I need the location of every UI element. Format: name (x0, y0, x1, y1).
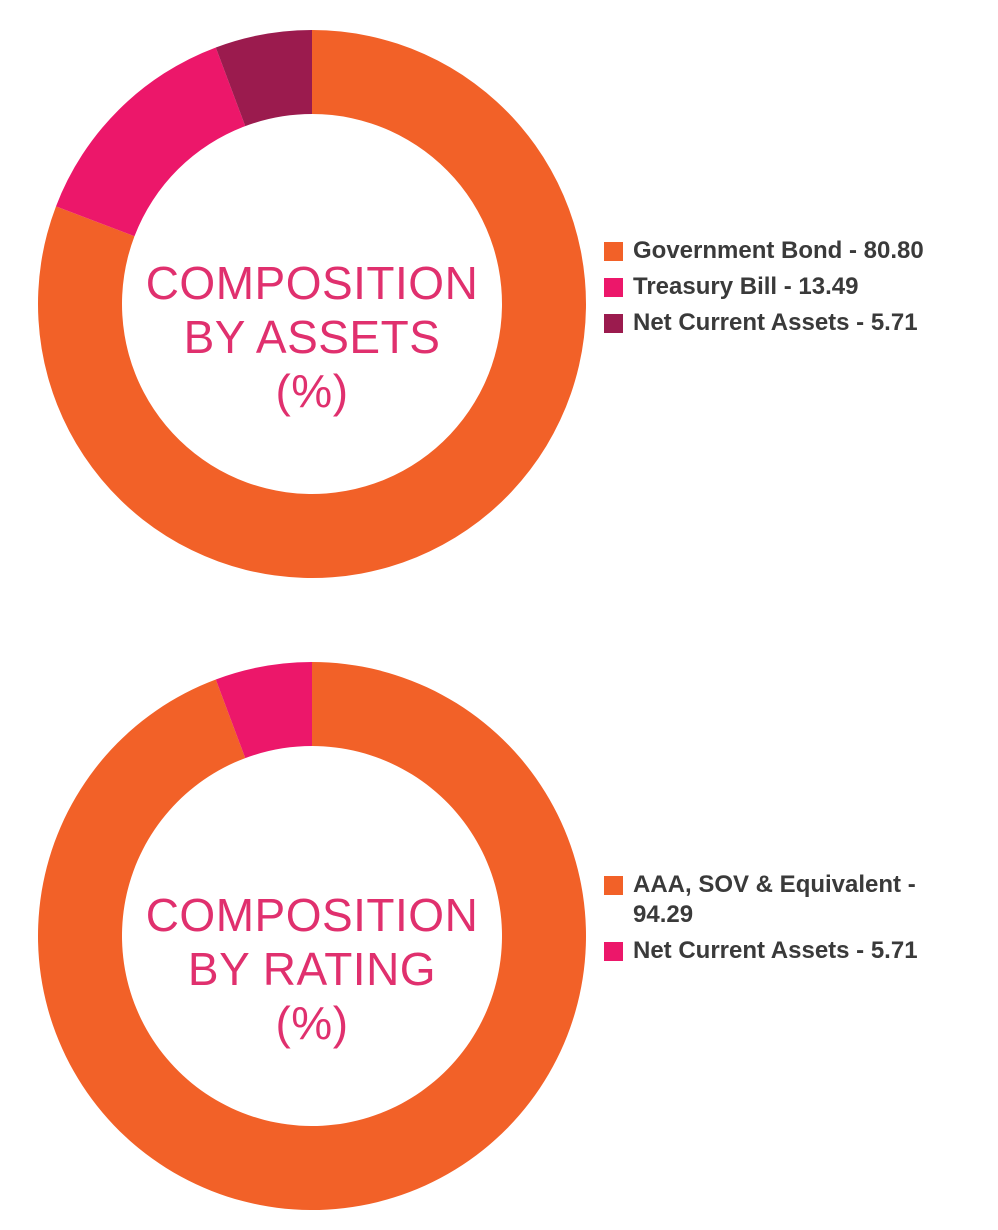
donut-slice-net-current-assets (215, 662, 312, 759)
rating-center-title-line-3: (%) (275, 997, 349, 1049)
donut-slice-net-current-assets (215, 30, 312, 127)
assets-center-title-line-1: COMPOSITION (145, 257, 479, 309)
rating-legend: AAA, SOV & Equivalent - 94.29 Net Curren… (604, 870, 984, 972)
legend-swatch (604, 314, 623, 333)
donut-slice-aaa-sov-equivalent (37, 662, 586, 1210)
assets-center-title-line-2: BY ASSETS (183, 311, 441, 363)
legend-label: Treasury Bill - 13.49 (633, 273, 859, 300)
legend-item-net-current-assets: Net Current Assets - 5.71 (604, 936, 984, 966)
donut-slice-treasury-bill (55, 47, 246, 237)
assets-center-title-line-3: (%) (275, 365, 349, 417)
legend-swatch (604, 876, 623, 895)
legend-item-government-bond: Government Bond - 80.80 (604, 236, 984, 266)
legend-label: Government Bond - 80.80 (633, 237, 924, 264)
legend-swatch (604, 942, 623, 961)
rating-center-title: COMPOSITION BY RATING (%) (112, 888, 512, 1050)
legend-swatch (604, 242, 623, 261)
assets-legend: Government Bond - 80.80 Treasury Bill - … (604, 236, 984, 344)
assets-center-title: COMPOSITION BY ASSETS (%) (112, 256, 512, 418)
rating-donut (37, 662, 586, 1210)
assets-donut (37, 30, 586, 578)
legend-swatch (604, 278, 623, 297)
legend-label: Net Current Assets - 5.71 (633, 937, 918, 964)
legend-label: Net Current Assets - 5.71 (633, 309, 918, 336)
rating-center-title-line-1: COMPOSITION (145, 889, 479, 941)
composition-by-rating-chart: COMPOSITION BY RATING (%) AAA, SOV & Equ… (0, 660, 998, 1220)
rating-center-title-line-2: BY RATING (187, 943, 437, 995)
composition-by-assets-chart: COMPOSITION BY ASSETS (%) Government Bon… (0, 28, 998, 588)
legend-label: AAA, SOV & Equivalent - 94.29 (633, 871, 916, 928)
legend-item-net-current-assets: Net Current Assets - 5.71 (604, 308, 984, 338)
donut-slice-government-bond (37, 30, 586, 578)
legend-item-treasury-bill: Treasury Bill - 13.49 (604, 272, 984, 302)
legend-item-aaa-sov-equivalent: AAA, SOV & Equivalent - 94.29 (604, 870, 984, 930)
